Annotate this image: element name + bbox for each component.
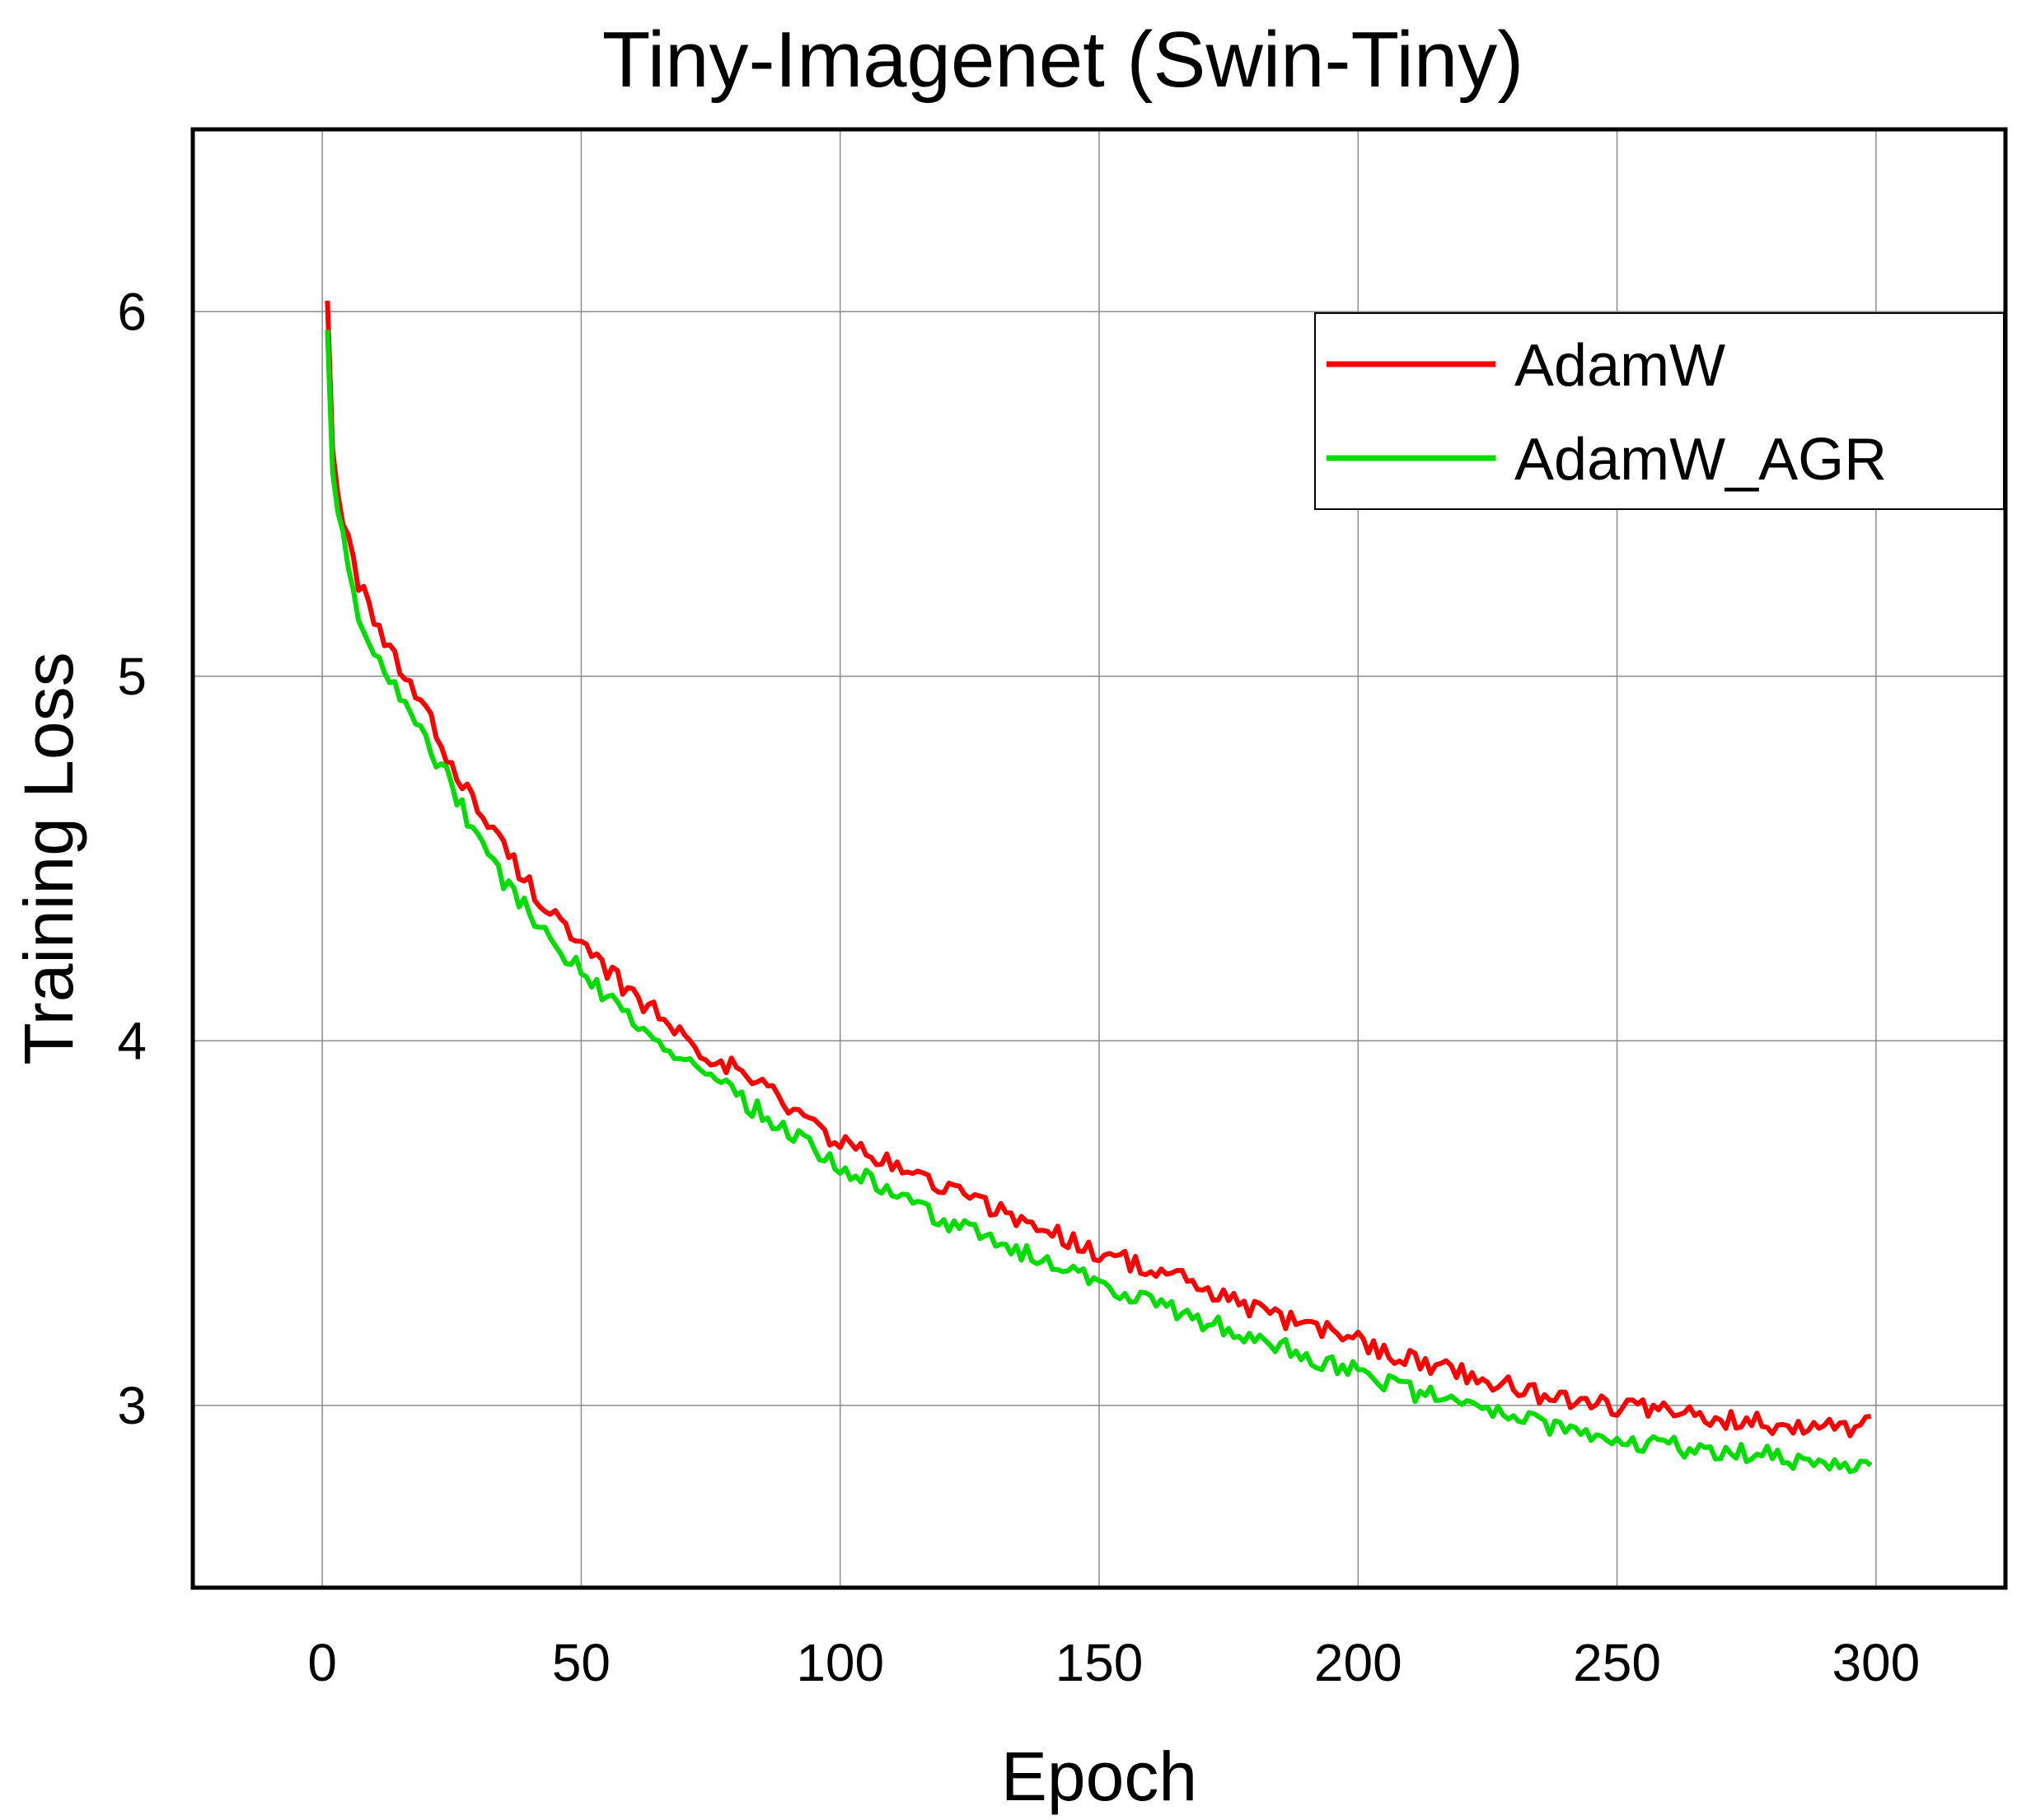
series-lines [325,300,1873,1475]
x-axis-label: Epoch [1001,1738,1197,1815]
y-tick-label: 5 [117,647,147,706]
series-line-adamw-agr [325,330,1873,1475]
chart-title: Tiny-Imagenet (Swin-Tiny) [602,16,1523,104]
y-tick-label: 3 [117,1376,147,1435]
y-tick-label: 6 [117,282,147,341]
x-tick-label: 0 [307,1633,337,1692]
x-tick-label: 150 [1055,1633,1144,1692]
y-axis-label: Training Loss [10,652,87,1064]
plot-frame [190,127,2008,1590]
legend-label-adamw-agr: AdamW_AGR [1514,427,1887,493]
x-tick-label: 250 [1573,1633,1661,1692]
legend-box [1314,312,2005,510]
legend: AdamW AdamW_AGR [1314,312,2005,510]
x-tick-label: 100 [796,1633,884,1692]
x-tick-label: 50 [552,1633,611,1692]
x-tick-label: 200 [1314,1633,1402,1692]
x-tick-label: 300 [1832,1633,1920,1692]
y-tick-label: 4 [117,1011,147,1070]
legend-label-adamw: AdamW [1514,333,1725,399]
tick-labels: 0 50 100 150 200 250 300 3 4 5 6 [117,282,1920,1692]
series-line-adamw [325,300,1872,1439]
